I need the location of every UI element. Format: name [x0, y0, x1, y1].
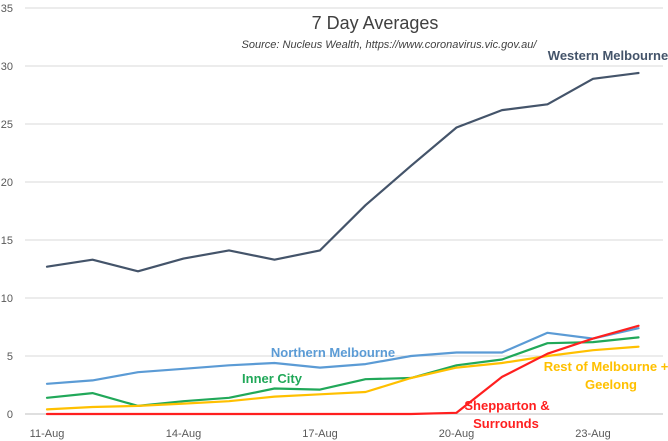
- series-line-northern-melbourne: [45, 327, 640, 385]
- x-tick-label-14-Aug: 14-Aug: [166, 428, 201, 440]
- y-tick-label-25: 25: [1, 119, 13, 131]
- series-label-northern-melbourne: Northern Melbourne: [271, 345, 395, 360]
- x-tick-label-17-Aug: 17-Aug: [302, 428, 337, 440]
- y-tick-label-35: 35: [1, 3, 13, 15]
- series-line-western-melbourne: [45, 71, 640, 273]
- x-tick-label-23-Aug: 23-Aug: [575, 428, 610, 440]
- y-tick-label-0: 0: [7, 409, 13, 421]
- series-label-rest-of-melbourne-geelong: Rest of Melbourne +: [544, 359, 668, 374]
- series-labels: Western Melbourne Northern Melbourne Inner…: [242, 48, 668, 431]
- y-tick-label-15: 15: [1, 235, 13, 247]
- chart-subtitle: Source: Nucleus Wealth, https://www.coro…: [242, 39, 538, 51]
- gridlines: [25, 7, 663, 357]
- x-tick-label-20-Aug: 20-Aug: [439, 428, 474, 440]
- chart-title: 7 Day Averages: [312, 13, 439, 33]
- x-tick-label-11-Aug: 11-Aug: [30, 428, 65, 440]
- series-label-western-melbourne: Western Melbourne: [548, 48, 668, 63]
- series-label-shepparton-surrounds: Surrounds: [473, 416, 539, 431]
- series-label-shepparton-surrounds: Shepparton &: [464, 398, 549, 413]
- y-tick-label-20: 20: [1, 177, 13, 189]
- y-tick-label-30: 30: [1, 61, 13, 73]
- y-tick-label-5: 5: [7, 351, 13, 363]
- series-label-rest-of-melbourne-geelong: Geelong: [585, 377, 637, 392]
- y-tick-label-10: 10: [1, 293, 13, 305]
- axes: 0 5 10 15 20 25 30 35 11-Aug 14-Aug 17-Aug 20-Aug 23…: [1, 3, 663, 440]
- series-line-shepparton-surrounds: [45, 324, 640, 416]
- series-lines: [45, 71, 640, 416]
- series-label-inner-city: Inner City: [242, 371, 303, 386]
